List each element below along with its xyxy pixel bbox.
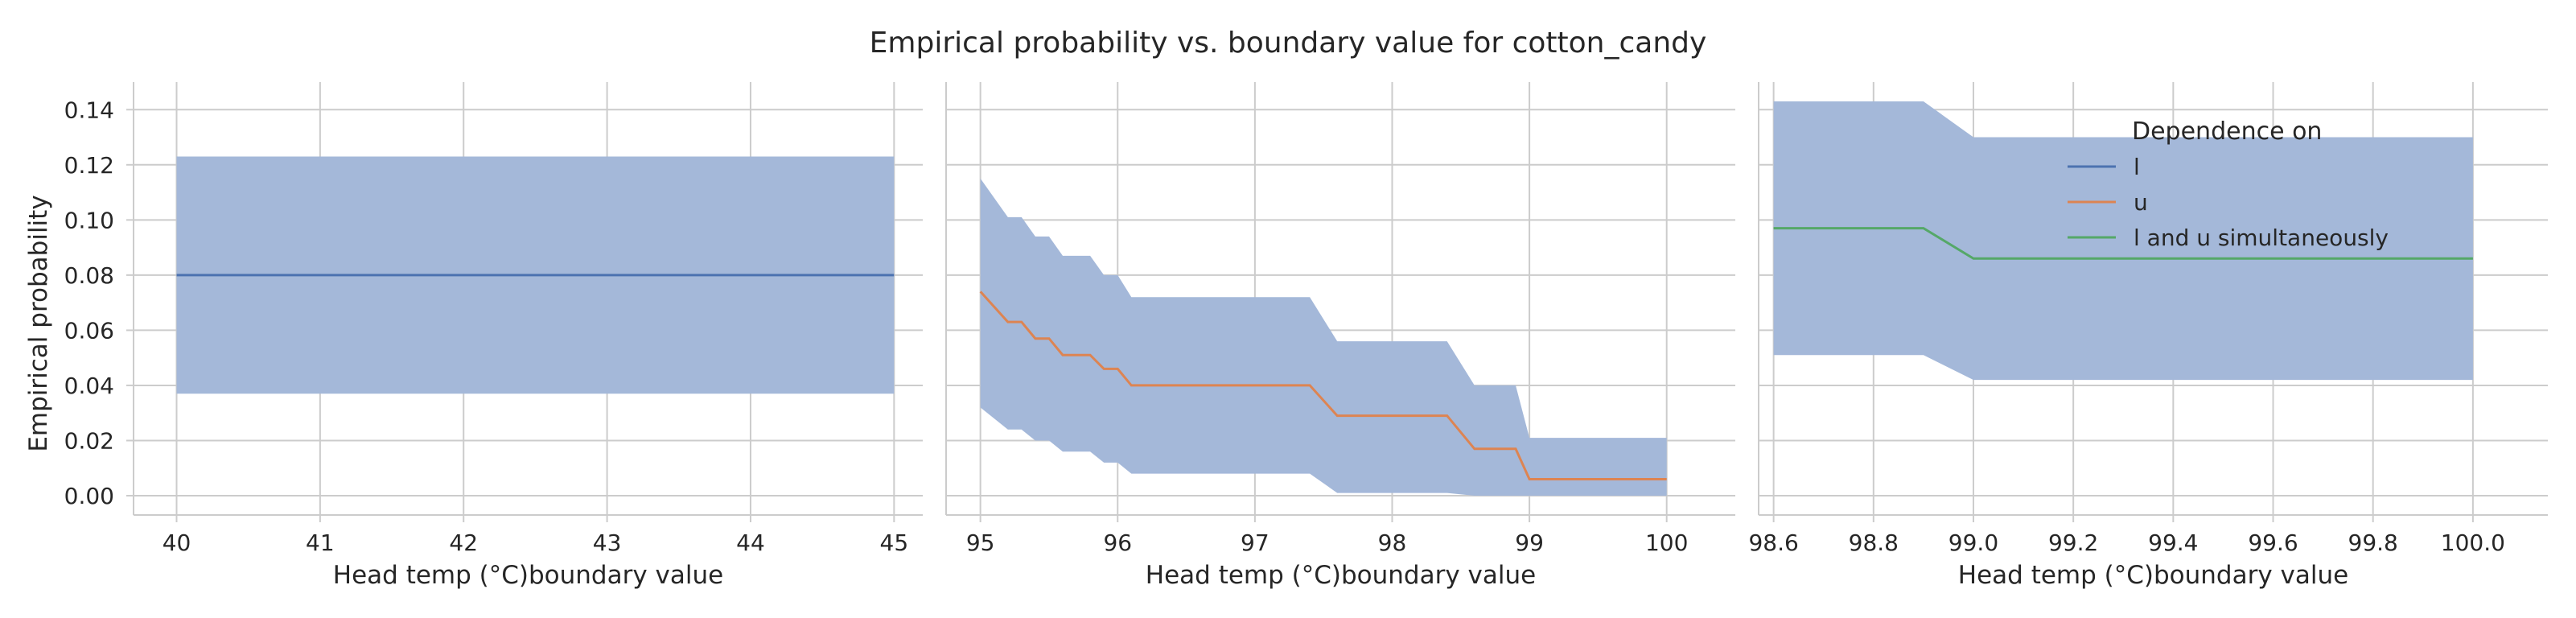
y-tick-label: 0.14 — [64, 97, 114, 123]
y-tick-label: 0.04 — [64, 373, 114, 399]
x-tick-label: 99.4 — [2148, 529, 2198, 556]
x-tick-label: 98.6 — [1748, 529, 1798, 556]
x-tick-label: 43 — [593, 529, 622, 556]
y-tick-label: 0.10 — [64, 207, 114, 233]
subplot-1: 40 41 42 43 44 45 0.00 0.02 0.04 0.06 0.08 0.10 0.12… — [64, 82, 923, 590]
legend: Dependence on lu l and u simultaneously — [2068, 117, 2389, 251]
x-tick-label: 97 — [1241, 529, 1269, 556]
x-tick-label: 99.0 — [1948, 529, 1998, 556]
x-tick-label: 99.6 — [2248, 529, 2298, 556]
x-tick-label: 42 — [449, 529, 478, 556]
x-tick-label: 99.8 — [2348, 529, 2398, 556]
legend-entry: l — [2134, 154, 2140, 180]
y-axis-label: Empirical probability — [24, 195, 53, 451]
x-tick-label: 44 — [736, 529, 765, 556]
subplot-3: 98.6 98.8 99.0 99.2 99.4 99.6 99.8 100.0 Head te… — [1748, 82, 2548, 590]
x-tick-label: 95 — [966, 529, 995, 556]
legend-title: Dependence on — [2132, 117, 2322, 146]
confidence-band — [980, 178, 1667, 496]
x-tick-label: 98.8 — [1849, 529, 1899, 556]
x-tick-label: 100 — [1645, 529, 1688, 556]
x-tick-label: 98 — [1378, 529, 1407, 556]
x-tick-label: 41 — [306, 529, 335, 556]
series-line — [1773, 227, 2473, 260]
chart-title: Empirical probability vs. boundary value… — [870, 27, 1707, 60]
x-axis-label: Head temp (°C)boundary value — [333, 561, 723, 590]
y-tick-label: 0.08 — [64, 262, 114, 289]
legend-entry: l and u simultaneously — [2134, 225, 2389, 251]
x-tick-label: 96 — [1103, 529, 1132, 556]
y-tick-label: 0.02 — [64, 427, 114, 454]
x-axis-label: Head temp (°C)boundary value — [1958, 561, 2348, 590]
x-axis-label: Head temp (°C)boundary value — [1146, 561, 1536, 590]
x-tick-label: 99.2 — [2048, 529, 2098, 556]
x-tick-label: 45 — [880, 529, 909, 556]
y-tick-label: 0.06 — [64, 317, 114, 344]
subplot-2: 95 96 97 98 99 100 Head temp (°C)boundary valu… — [945, 82, 1735, 590]
y-tick-label: 0.12 — [64, 152, 114, 179]
series-line — [979, 290, 1667, 480]
x-tick-label: 40 — [163, 529, 191, 556]
legend-entry: u — [2134, 189, 2148, 216]
y-tick-label: 0.00 — [64, 483, 114, 509]
subplots: 40 41 42 43 44 45 0.00 0.02 0.04 0.06 0.08 0.10 0.12… — [64, 82, 2548, 590]
x-tick-label: 99 — [1515, 529, 1544, 556]
confidence-band — [1773, 101, 2473, 381]
x-tick-label: 100.0 — [2441, 529, 2505, 556]
